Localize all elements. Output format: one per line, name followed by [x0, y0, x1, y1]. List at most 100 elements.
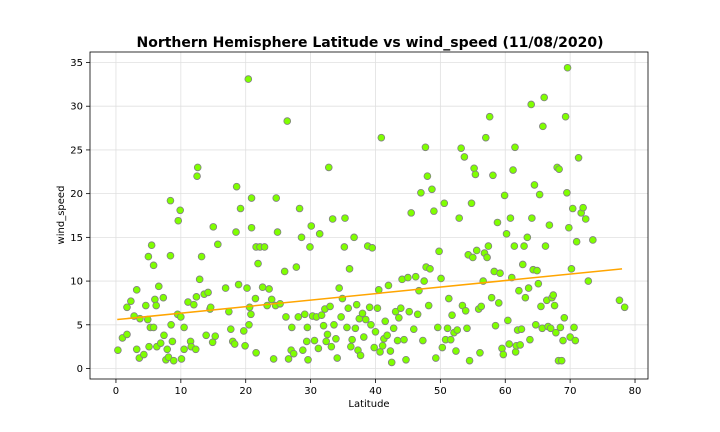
data-point [555, 165, 563, 173]
data-point [533, 266, 541, 275]
data-point [247, 223, 256, 232]
data-point [550, 301, 559, 310]
data-point [453, 326, 462, 334]
data-point [324, 163, 333, 172]
data-point [527, 100, 536, 109]
data-point [368, 244, 377, 252]
data-point [540, 93, 548, 102]
data-point [332, 334, 340, 343]
data-point [315, 230, 324, 238]
data-point [247, 194, 256, 202]
data-point [300, 310, 309, 319]
y-tick-label: 0 [77, 364, 83, 375]
x-tick-label: 40 [369, 386, 382, 397]
y-tick-label: 20 [70, 189, 83, 200]
data-point [615, 296, 624, 305]
data-point [409, 325, 418, 333]
data-point [226, 325, 235, 333]
data-point [589, 236, 597, 244]
data-point [502, 230, 511, 238]
data-point [448, 311, 456, 319]
data-point [426, 265, 434, 273]
data-point [389, 324, 398, 333]
data-point [383, 331, 391, 340]
data-point [180, 323, 188, 332]
data-point [378, 341, 387, 350]
data-point [251, 294, 260, 303]
data-point [174, 216, 183, 225]
data-point [152, 301, 160, 310]
data-point [164, 353, 173, 361]
data-point [166, 196, 175, 205]
data-point [343, 323, 351, 332]
data-point [304, 355, 312, 364]
data-point [371, 327, 380, 336]
data-point [163, 345, 172, 354]
x-tick-label: 20 [239, 386, 252, 397]
data-point [159, 293, 168, 302]
data-point [556, 323, 565, 332]
data-point [341, 214, 349, 222]
x-tick-label: 30 [304, 386, 317, 397]
data-point [413, 310, 422, 319]
data-point [214, 240, 222, 249]
grid [90, 52, 648, 379]
chart-title: Northern Hemisphere Latitude vs wind_spe… [137, 35, 604, 51]
data-point [521, 293, 530, 302]
data-point [446, 335, 455, 344]
data-point [541, 242, 550, 250]
data-point [402, 355, 410, 364]
y-tick-label: 30 [70, 102, 83, 113]
data-point [335, 284, 343, 292]
data-point [515, 286, 523, 295]
data-point [241, 341, 249, 350]
data-point [440, 199, 449, 208]
data-point [191, 345, 200, 354]
x-tick-label: 10 [174, 386, 187, 397]
data-point [452, 347, 460, 355]
data-point [282, 313, 290, 321]
data-point [499, 350, 508, 359]
data-point [579, 203, 587, 212]
data-point [524, 284, 533, 292]
data-point [295, 204, 304, 213]
y-axis-label: wind_speed [56, 186, 67, 245]
data-point [140, 350, 148, 359]
data-point [476, 348, 484, 357]
data-point [149, 323, 158, 332]
data-point [147, 241, 156, 250]
data-point [180, 345, 188, 354]
data-point [568, 204, 577, 213]
data-point [485, 112, 494, 121]
y-tick-label: 15 [70, 233, 83, 244]
data-point [396, 304, 405, 312]
data-point [283, 117, 292, 125]
data-point [160, 331, 168, 340]
data-point [530, 181, 539, 189]
data-point [469, 253, 477, 262]
data-point [531, 320, 540, 329]
data-point [400, 335, 408, 344]
data-point [484, 242, 493, 250]
data-point [435, 247, 443, 256]
x-tick-label: 0 [113, 386, 119, 397]
data-point [472, 246, 481, 255]
data-point [509, 166, 517, 174]
regression-line-group [117, 268, 623, 321]
data-point [537, 302, 545, 311]
data-point [460, 153, 469, 161]
data-point [245, 320, 253, 329]
data-point [192, 293, 201, 301]
data-point [299, 346, 307, 354]
data-point [347, 342, 355, 351]
data-point [211, 332, 220, 340]
data-point [381, 317, 390, 326]
data-point [417, 188, 425, 197]
data-point [489, 171, 497, 180]
data-point [337, 313, 345, 321]
data-point [506, 214, 515, 222]
y-tick-label: 5 [77, 320, 83, 331]
data-point [284, 355, 293, 363]
data-point [549, 291, 558, 299]
